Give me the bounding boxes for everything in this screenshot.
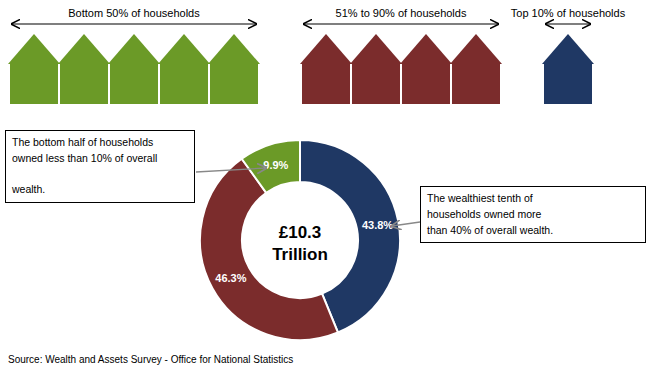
svg-text:Top 10% of households: Top 10% of households: [511, 7, 626, 19]
svg-text:51% to 90% of households: 51% to 90% of households: [336, 7, 467, 19]
html-text:The bottom half of households: The bottom half of households owned less…: [12, 136, 158, 196]
svg-text:Bottom 50% of households: Bottom 50% of households: [68, 7, 200, 19]
html-text:Source: Wealth and Assets Surv: Source: Wealth and Assets Survey - Offic…: [8, 354, 294, 365]
svg-text:46.3%: 46.3%: [215, 272, 246, 284]
svg-text:43.8%: 43.8%: [362, 219, 393, 231]
svg-text:£10.3: £10.3: [279, 223, 322, 242]
svg-text:Trillion: Trillion: [272, 245, 328, 264]
html-text:The wealthiest tenth of househ: The wealthiest tenth of households owned…: [427, 192, 554, 236]
svg-text:9.9%: 9.9%: [263, 159, 288, 171]
